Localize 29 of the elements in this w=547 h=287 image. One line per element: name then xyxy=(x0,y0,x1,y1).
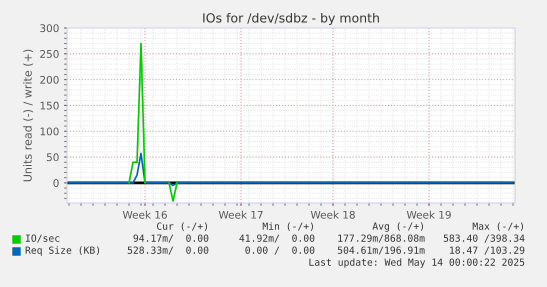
y-tick-label: 300 xyxy=(40,24,59,32)
y-tick-label: 50 xyxy=(46,153,59,162)
text: Max (-/+) xyxy=(472,222,523,231)
text: 41.92m/ 0.00 xyxy=(239,234,314,243)
x-tick-label: Week 18 xyxy=(310,210,355,219)
text: Min (-/+) xyxy=(262,222,313,231)
text: 0.00 / 0.00 xyxy=(245,246,314,255)
text: Avg (-/+) xyxy=(372,222,423,232)
y-tick-label: 0 xyxy=(53,179,59,187)
x-tick-label: Week 19 xyxy=(406,210,451,219)
text: 94.17m/ 0.00 xyxy=(134,234,208,243)
legend-label: Req Size (KB) xyxy=(26,246,100,256)
line-series xyxy=(68,152,514,186)
chart-title: IOs for /dev/sdbz - by month xyxy=(203,12,379,26)
x-tick-label: Week 17 xyxy=(218,210,263,219)
text: Cur (-/+) xyxy=(156,222,207,231)
y-tick-label: 250 xyxy=(40,50,59,58)
y-tick-label: 200 xyxy=(40,76,59,84)
text: 18.47 /103.29 xyxy=(450,246,524,255)
y-tick-label: 150 xyxy=(40,102,59,110)
text: 504.61m/196.91m xyxy=(338,246,425,255)
y-axis-title: Units read (-) / write (+) xyxy=(23,50,34,182)
legend-label: IO/sec xyxy=(26,234,60,243)
y-tick-label: 100 xyxy=(40,127,59,136)
x-tick-label: Week 16 xyxy=(122,210,167,219)
text: 583.40 /398.34 xyxy=(444,234,525,243)
text: Last update: Wed May 14 00:00:22 2025 xyxy=(309,258,524,268)
text: 177.29m/868.08m xyxy=(338,234,425,243)
text: 528.33m/ 0.00 xyxy=(128,246,208,255)
